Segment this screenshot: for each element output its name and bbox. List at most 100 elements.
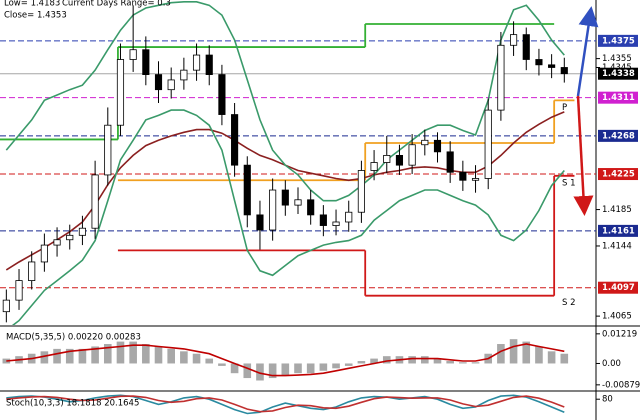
- candle-body: [40, 244, 48, 263]
- level-label: 1.4268: [602, 131, 635, 141]
- histogram-bar: [243, 363, 252, 379]
- histogram-bar: [459, 362, 467, 364]
- pivot-label: S 1: [562, 178, 576, 188]
- candle-body: [471, 178, 480, 181]
- histogram-bar: [53, 348, 61, 364]
- panel: [6, 394, 565, 415]
- histogram-bar: [256, 363, 264, 381]
- candle-body: [167, 79, 175, 91]
- histogram-bar: [471, 362, 480, 364]
- histogram-bar: [560, 353, 569, 364]
- level-label: 1.4161: [602, 226, 635, 236]
- histogram-bar: [408, 356, 416, 364]
- pivot-label: S 2: [562, 298, 576, 308]
- candle-body: [142, 49, 150, 75]
- candle-body: [446, 151, 454, 173]
- histogram-bar: [281, 363, 290, 376]
- y-tick-label: 0.00: [602, 359, 621, 369]
- candle-body: [560, 67, 568, 75]
- indicator-title: MACD(5,35,5) 0.00220 0.00283: [6, 333, 141, 343]
- candle-body: [357, 170, 365, 213]
- pivot-label: P: [562, 103, 567, 113]
- level-label: 1.4338: [602, 69, 635, 79]
- candle-body: [497, 44, 505, 111]
- histogram-bar: [497, 344, 505, 364]
- candle-body: [535, 59, 543, 66]
- info-text: Close= 1.4353: [4, 11, 67, 21]
- candle-body: [180, 69, 188, 81]
- y-tick-label: 1.4144: [602, 241, 632, 251]
- panel: [0, 0, 596, 325]
- indicator-line: [5, 0, 565, 202]
- candle-body: [218, 74, 226, 115]
- indicator-line: [6, 395, 565, 413]
- indicator-line: [6, 343, 565, 377]
- level-label: 1.4311: [602, 93, 635, 103]
- histogram-bar: [218, 363, 226, 366]
- candle-body: [15, 280, 23, 301]
- candle-body: [395, 154, 404, 166]
- candle-body: [269, 189, 277, 231]
- level-box: [598, 281, 638, 294]
- histogram-bar: [180, 351, 188, 364]
- candle-body: [28, 261, 36, 282]
- level-label: 1.4375: [602, 36, 635, 46]
- level-box: [598, 67, 638, 80]
- panel: [2, 339, 569, 381]
- candle-body: [408, 144, 416, 166]
- level-box: [598, 168, 638, 181]
- histogram-bar: [192, 353, 201, 364]
- candle-body: [2, 299, 10, 313]
- info-text: Low= 1.4183: [4, 0, 60, 9]
- histogram-bar: [370, 358, 378, 364]
- histogram-bar: [421, 356, 429, 364]
- histogram-bar: [116, 341, 125, 364]
- histogram-bar: [319, 363, 328, 371]
- histogram-bar: [129, 341, 137, 364]
- histogram-bar: [446, 361, 454, 364]
- histogram-bar: [91, 346, 99, 364]
- candle-body: [433, 139, 442, 153]
- level-box: [598, 129, 638, 142]
- candle-body: [421, 139, 429, 146]
- histogram-bar: [535, 346, 543, 364]
- histogram-bar: [332, 363, 340, 369]
- forecast-arrow-down: [573, 95, 594, 216]
- histogram-bar: [294, 363, 302, 374]
- histogram-bar: [167, 348, 175, 364]
- candle-body: [307, 199, 315, 216]
- candle-body: [281, 189, 289, 206]
- level-label: 1.4097: [602, 283, 635, 293]
- candle-body: [370, 162, 378, 171]
- histogram-bar: [268, 363, 277, 379]
- candle-body: [332, 221, 340, 226]
- histogram-bar: [509, 339, 518, 364]
- indicator-line: [6, 394, 565, 415]
- histogram-bar: [78, 348, 87, 364]
- candle-body: [548, 64, 556, 68]
- candle-body: [91, 174, 99, 229]
- histogram-bar: [522, 341, 531, 364]
- y-tick-label: -0.00879: [602, 380, 640, 390]
- level-box: [598, 91, 638, 104]
- histogram-bar: [40, 351, 49, 364]
- candle-body: [484, 109, 492, 179]
- indicator-line: [11, 109, 565, 325]
- histogram-bar: [382, 356, 391, 364]
- histogram-bar: [65, 348, 74, 364]
- candle-body: [294, 199, 302, 206]
- level-box: [598, 224, 638, 237]
- candle-body: [154, 74, 163, 91]
- level-label: 1.4225: [602, 170, 635, 180]
- y-tick-label: 80: [602, 395, 613, 405]
- histogram-bar: [547, 351, 556, 364]
- candle-body: [459, 171, 467, 181]
- candle-body: [129, 49, 137, 60]
- histogram-bar: [306, 363, 315, 374]
- candle-body: [522, 34, 530, 60]
- level-box: [598, 34, 638, 47]
- histogram-bar: [103, 344, 112, 364]
- candle-body: [256, 214, 264, 231]
- candle-body: [66, 234, 74, 241]
